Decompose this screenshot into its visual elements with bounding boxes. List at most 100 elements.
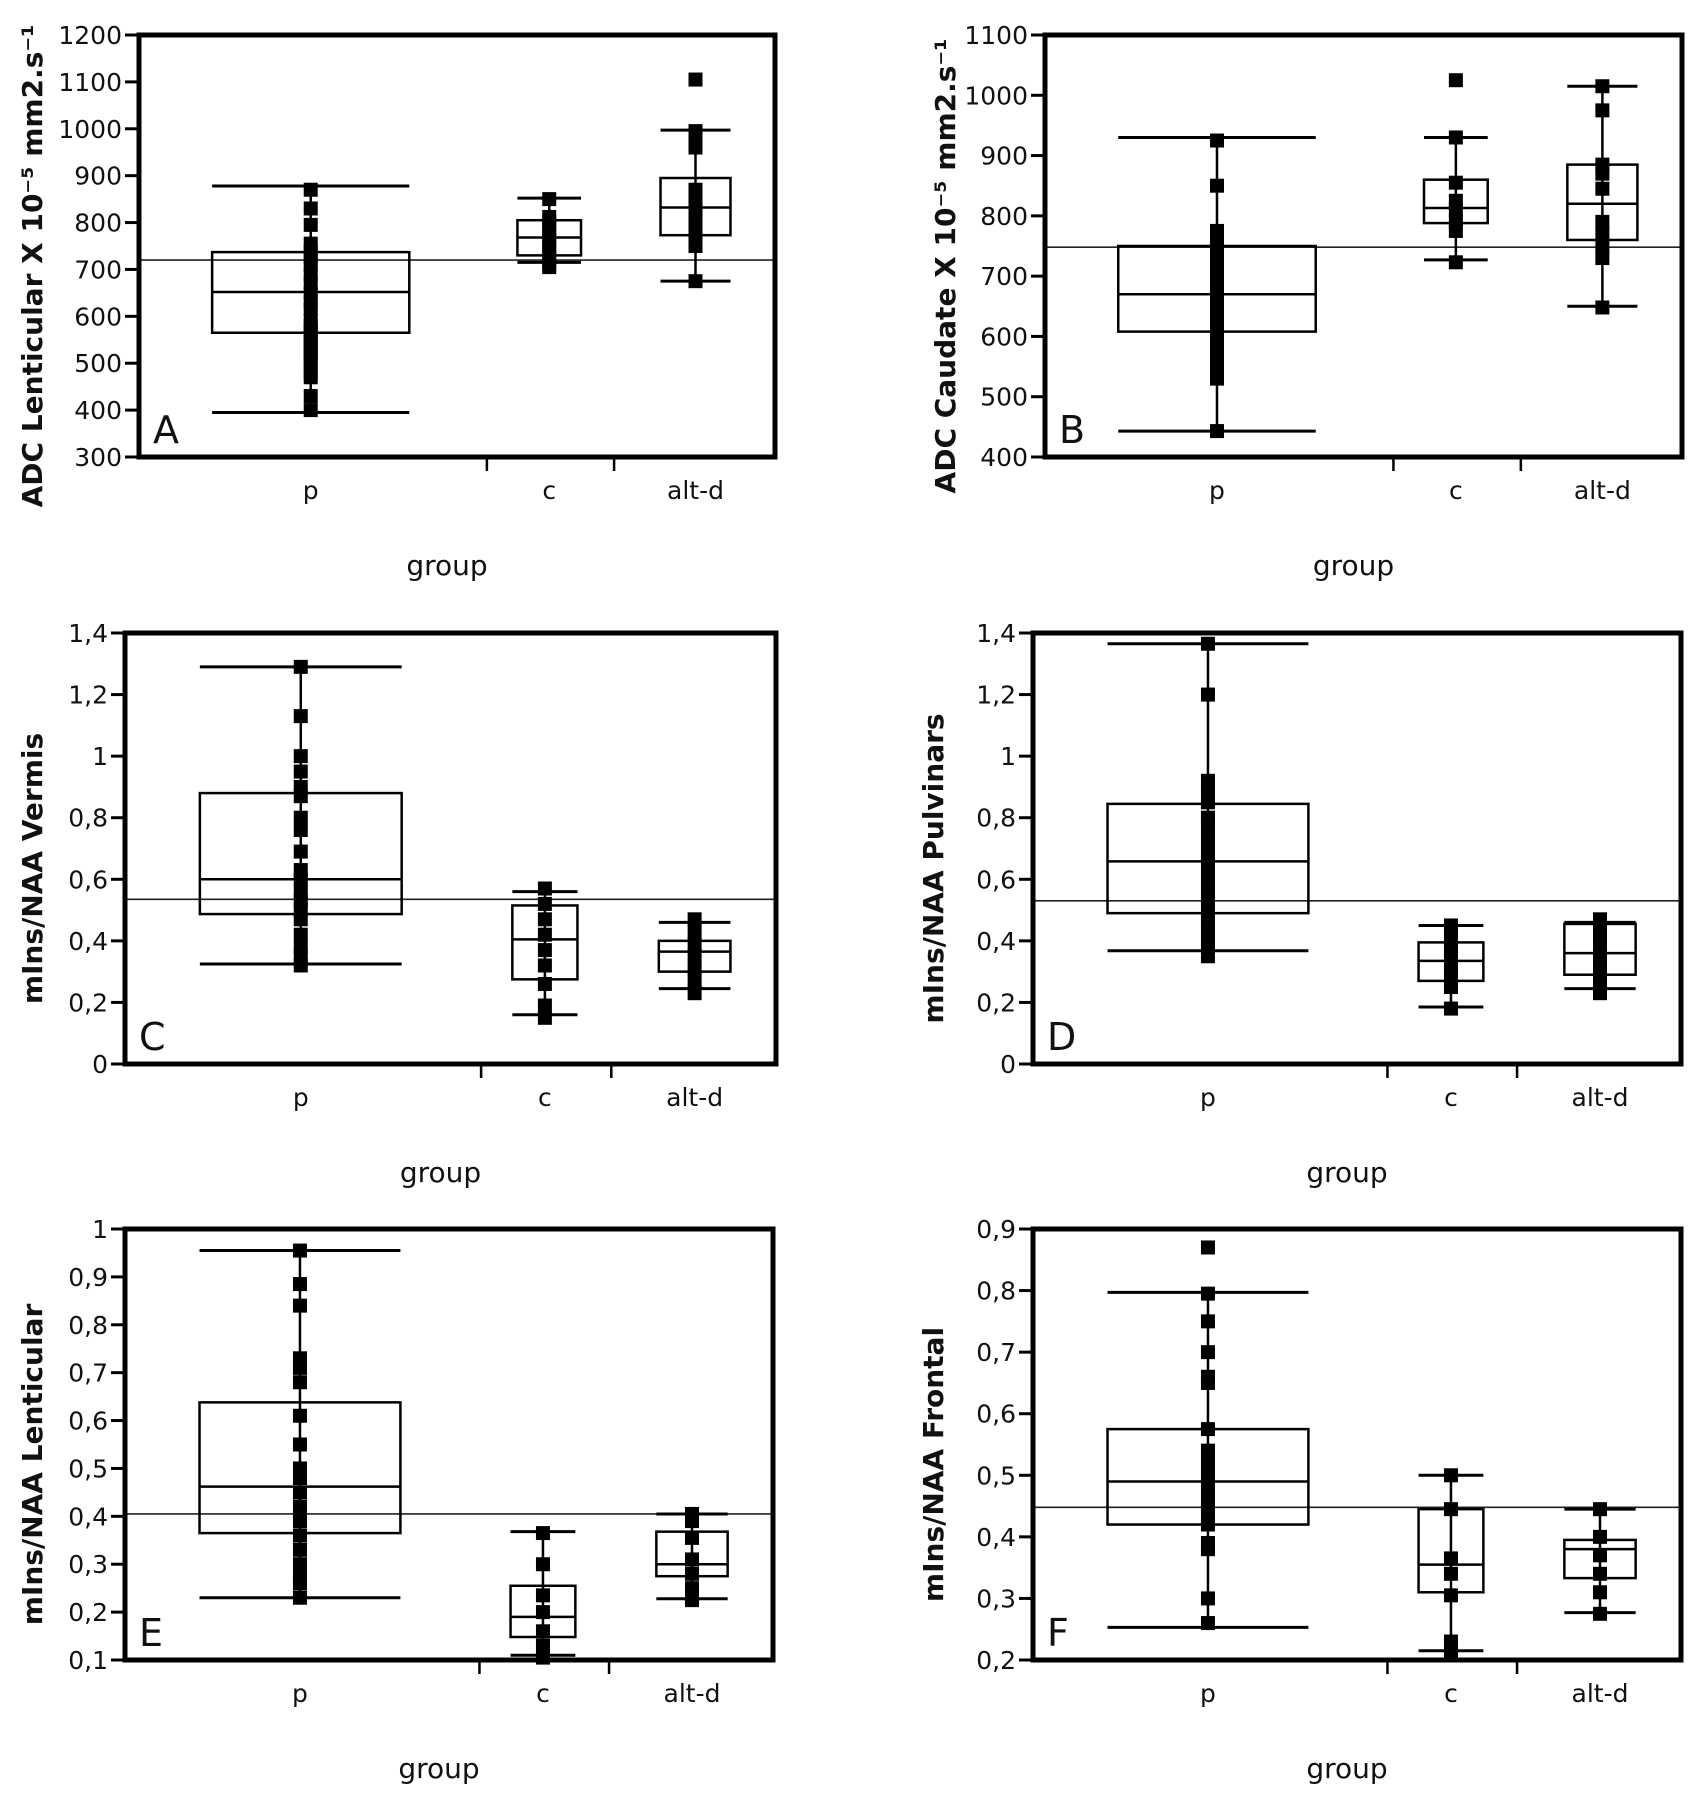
data-point <box>1200 810 1215 825</box>
data-point <box>537 1010 552 1025</box>
data-point <box>1200 687 1215 702</box>
panel-letter: A <box>153 408 179 452</box>
data-point <box>1200 1443 1215 1458</box>
data-point <box>535 1526 550 1541</box>
y-tick-label: 500 <box>74 349 122 378</box>
data-point <box>687 961 702 976</box>
data-point <box>1200 1422 1215 1437</box>
data-point <box>1200 773 1215 788</box>
x-category-label: p <box>292 1679 308 1708</box>
data-point <box>292 1298 307 1313</box>
data-point <box>1595 239 1610 253</box>
y-axis-label: ADC Caudate X 10⁻⁵ mm2.s⁻¹ <box>929 39 962 494</box>
data-point <box>292 1277 307 1292</box>
y-tick-label: 0,8 <box>68 1311 108 1340</box>
y-tick-label: 1100 <box>964 21 1028 50</box>
x-category-label: p <box>1200 1083 1216 1112</box>
x-axis-label: group <box>1313 549 1394 582</box>
data-point <box>688 72 703 87</box>
data-point <box>1443 1551 1458 1566</box>
data-point <box>1595 251 1610 266</box>
data-point <box>292 1499 307 1514</box>
data-point <box>1200 878 1215 893</box>
data-point <box>688 182 703 197</box>
data-point <box>1595 300 1610 315</box>
data-point <box>535 1624 550 1639</box>
data-point <box>685 1552 699 1567</box>
data-point <box>1209 257 1224 272</box>
y-tick-label: 900 <box>980 142 1028 171</box>
data-point <box>1593 986 1607 1001</box>
data-point <box>1209 424 1224 439</box>
data-point <box>1443 1634 1458 1649</box>
data-point <box>292 1408 307 1423</box>
data-point <box>1200 829 1215 844</box>
x-category-label: c <box>536 1679 550 1708</box>
data-point <box>687 949 702 964</box>
y-tick-label: 1,2 <box>976 681 1016 710</box>
data-point <box>1593 936 1607 951</box>
data-point <box>1200 1345 1215 1360</box>
data-point <box>537 998 552 1013</box>
data-point <box>687 986 702 1001</box>
y-tick-label: 700 <box>980 262 1028 291</box>
data-point <box>688 274 703 289</box>
data-point <box>1209 223 1224 238</box>
panel-b: 400 500 600 700 800 900 1000 1100 p c alt-d group AD… <box>929 21 1685 582</box>
data-point <box>1593 1529 1607 1544</box>
data-point <box>1209 359 1224 374</box>
data-point <box>1595 214 1610 229</box>
y-axis-label: mIns/NAA Vermis <box>16 733 49 1004</box>
series-alt-d <box>657 912 732 1001</box>
data-point <box>1443 1001 1458 1016</box>
y-tick-label: 0 <box>1000 1050 1016 1079</box>
data-point <box>1200 1314 1215 1329</box>
data-point <box>688 124 703 139</box>
panel-letter: E <box>139 1611 163 1655</box>
data-point <box>292 1590 307 1605</box>
x-category-label: c <box>542 476 556 505</box>
plot-frame <box>1042 32 1685 460</box>
data-point <box>1443 967 1458 982</box>
data-point <box>1443 918 1458 933</box>
data-point <box>1200 949 1215 964</box>
panel-f: 0,2 0,3 0,4 0,5 0,6 0,7 0,8 0,9 p c alt-d group mIns… <box>917 1215 1684 1785</box>
data-point <box>535 1605 550 1620</box>
y-tick-label: 1000 <box>58 115 122 144</box>
data-point <box>1593 973 1607 988</box>
data-point <box>293 927 308 942</box>
data-point <box>1200 890 1215 905</box>
data-point <box>685 1581 699 1596</box>
y-tick-label: 1 <box>1000 742 1016 771</box>
data-point <box>687 936 702 951</box>
data-point <box>1200 915 1215 930</box>
y-tick-label: 0,2 <box>976 988 1016 1017</box>
data-point <box>1209 311 1224 326</box>
x-category-label: p <box>1200 1679 1216 1708</box>
data-point <box>535 1588 550 1603</box>
data-point <box>303 217 318 232</box>
x-axis-label: group <box>400 1156 481 1189</box>
data-point <box>1200 853 1215 868</box>
x-category-label: c <box>1449 476 1463 505</box>
y-tick-label: 700 <box>74 255 122 284</box>
y-tick-label: 1100 <box>58 68 122 97</box>
data-point <box>1200 1455 1215 1470</box>
panel-letter: D <box>1047 1015 1076 1059</box>
data-point <box>293 844 308 859</box>
x-category-label: p <box>1209 476 1225 505</box>
data-point <box>292 1243 307 1258</box>
x-category-label: c <box>1444 1083 1458 1112</box>
data-point <box>1200 936 1215 951</box>
data-point <box>537 896 552 911</box>
panel-e: 0,1 0,2 0,3 0,4 0,5 0,6 0,7 0,8 0,9 1 p c alt-d group… <box>16 1215 776 1785</box>
y-tick-label: 0,6 <box>976 1400 1016 1429</box>
data-point <box>1200 1616 1215 1631</box>
data-point <box>293 940 308 955</box>
data-point <box>303 314 318 329</box>
y-axis-label: mIns/NAA Pulvinars <box>917 713 950 1023</box>
y-tick-label: 0,6 <box>68 865 108 894</box>
y-tick-label: 0,8 <box>68 804 108 833</box>
data-point <box>1448 73 1463 88</box>
